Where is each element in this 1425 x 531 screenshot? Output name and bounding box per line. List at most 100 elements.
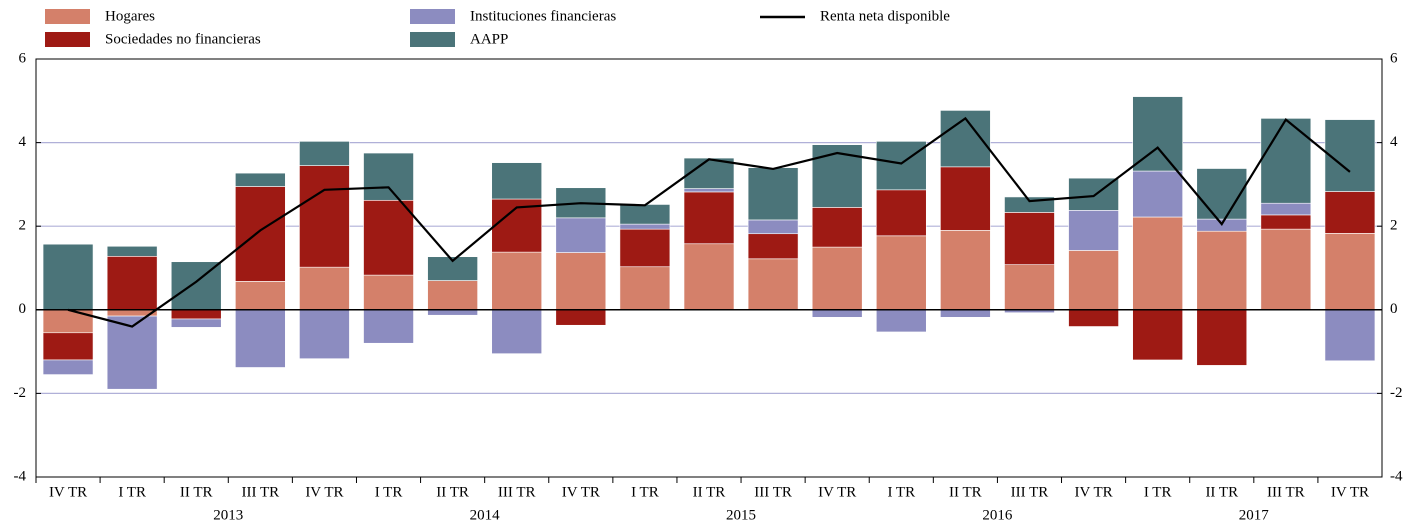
legend-label: Instituciones financieras bbox=[470, 8, 616, 24]
y2-tick-label: 4 bbox=[1390, 134, 1398, 150]
x-tick-label: III TR bbox=[754, 484, 792, 500]
bar bbox=[363, 309, 414, 344]
bar bbox=[555, 252, 607, 311]
x-group-label: 2014 bbox=[470, 507, 501, 523]
x-tick-label: III TR bbox=[1267, 484, 1305, 500]
bar bbox=[875, 309, 927, 333]
x-group-label: 2015 bbox=[726, 507, 756, 523]
bar bbox=[683, 188, 735, 193]
y2-tick-label: 2 bbox=[1390, 218, 1398, 234]
y2-tick-label: -4 bbox=[1390, 468, 1403, 484]
bar bbox=[875, 189, 927, 237]
legend-swatch bbox=[410, 9, 455, 24]
x-tick-label: I TR bbox=[631, 484, 659, 500]
y2-tick-label: -2 bbox=[1390, 385, 1403, 401]
bar bbox=[299, 141, 350, 166]
legend-label: AAPP bbox=[470, 31, 508, 47]
bar bbox=[42, 243, 94, 311]
bar bbox=[1324, 119, 1376, 192]
x-tick-label: II TR bbox=[693, 484, 726, 500]
x-tick-label: IV TR bbox=[49, 484, 87, 500]
bar bbox=[491, 162, 543, 200]
x-tick-label: IV TR bbox=[818, 484, 856, 500]
x-tick-label: III TR bbox=[498, 484, 536, 500]
bar bbox=[427, 256, 478, 281]
bar bbox=[1196, 309, 1248, 366]
x-tick-label: I TR bbox=[118, 484, 146, 500]
bar bbox=[1132, 309, 1183, 361]
legend-swatch bbox=[45, 32, 90, 47]
bar bbox=[1260, 118, 1312, 204]
bar bbox=[683, 191, 735, 245]
bar bbox=[875, 141, 927, 191]
bar bbox=[683, 243, 735, 311]
bar bbox=[170, 318, 222, 328]
bar bbox=[1004, 264, 1055, 311]
x-tick-label: II TR bbox=[949, 484, 982, 500]
bar bbox=[170, 309, 222, 320]
bar bbox=[299, 165, 350, 268]
bar bbox=[235, 172, 286, 187]
bar bbox=[1260, 228, 1312, 311]
bar bbox=[555, 217, 607, 253]
bar bbox=[811, 207, 863, 248]
bar bbox=[427, 280, 478, 311]
bar bbox=[747, 233, 799, 260]
bar bbox=[1324, 191, 1376, 234]
bar bbox=[1068, 309, 1119, 327]
line bbox=[67, 116, 1351, 328]
x-tick-label: II TR bbox=[1205, 484, 1238, 500]
bar bbox=[106, 245, 158, 257]
legend-label: Sociedades no financieras bbox=[105, 31, 261, 47]
x-tick-label: I TR bbox=[375, 484, 403, 500]
y-tick-label: 0 bbox=[19, 301, 27, 317]
x-group-label: 2013 bbox=[213, 507, 243, 523]
y-tick-label: 6 bbox=[19, 50, 27, 66]
bar bbox=[1260, 202, 1312, 216]
bar bbox=[747, 167, 799, 221]
plot-frame bbox=[35, 58, 1383, 478]
legend-label: Renta neta disponible bbox=[820, 8, 950, 24]
legend-label: Hogares bbox=[105, 8, 155, 24]
bar bbox=[363, 152, 414, 201]
bar bbox=[1068, 250, 1119, 311]
bar bbox=[875, 235, 927, 311]
bar bbox=[811, 309, 863, 318]
x-tick-label: I TR bbox=[1144, 484, 1172, 500]
x-tick-label: III TR bbox=[1011, 484, 1049, 500]
y-tick-label: 4 bbox=[19, 134, 27, 150]
y2-tick-label: 0 bbox=[1390, 301, 1398, 317]
x-tick-label: III TR bbox=[242, 484, 280, 500]
bar bbox=[42, 332, 94, 361]
x-tick-label: IV TR bbox=[562, 484, 600, 500]
x-tick-label: II TR bbox=[180, 484, 213, 500]
y-tick-label: -4 bbox=[14, 468, 27, 484]
bar bbox=[940, 309, 991, 318]
bar bbox=[235, 281, 286, 311]
bar bbox=[1132, 170, 1183, 218]
bar bbox=[42, 359, 94, 375]
x-tick-label: IV TR bbox=[305, 484, 343, 500]
legend-swatch bbox=[45, 9, 90, 24]
bar bbox=[683, 157, 735, 189]
bar bbox=[619, 266, 671, 311]
bar bbox=[1004, 212, 1055, 265]
bar bbox=[940, 166, 991, 231]
x-group-label: 2017 bbox=[1239, 507, 1270, 523]
bar bbox=[747, 219, 799, 235]
bar bbox=[491, 309, 543, 354]
x-tick-label: IV TR bbox=[1074, 484, 1112, 500]
bar bbox=[1132, 216, 1183, 311]
bar bbox=[1196, 168, 1248, 220]
x-tick-label: IV TR bbox=[1331, 484, 1369, 500]
y2-tick-label: 6 bbox=[1390, 50, 1398, 66]
bar bbox=[619, 204, 671, 225]
x-group-label: 2016 bbox=[982, 507, 1013, 523]
bar bbox=[299, 309, 350, 360]
x-tick-label: I TR bbox=[887, 484, 915, 500]
bar bbox=[106, 315, 158, 390]
bar bbox=[1132, 96, 1183, 172]
bar bbox=[1260, 214, 1312, 230]
legend-swatch bbox=[410, 32, 455, 47]
bar bbox=[1324, 233, 1376, 311]
